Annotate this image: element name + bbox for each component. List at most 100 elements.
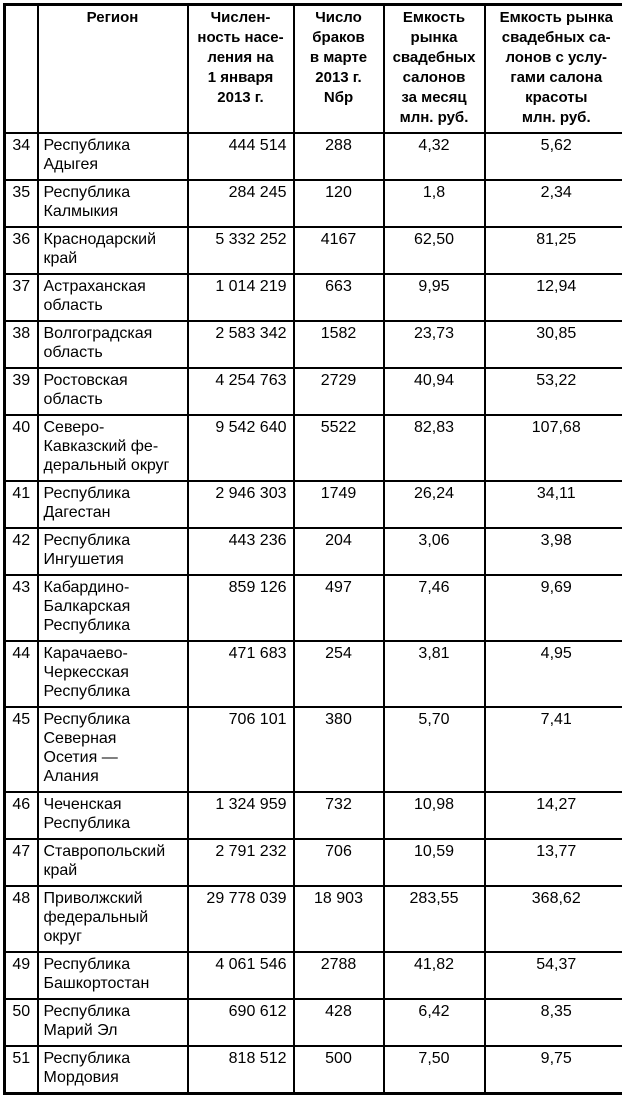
header-cell-region: Регион [38,5,188,134]
marriages-cell: 706 [294,839,384,886]
row-number-cell: 44 [5,641,38,707]
capacity-cell: 10,98 [384,792,485,839]
table-row: 37 Астраханская область 1 014 219 663 9,… [5,274,622,321]
capacity-beauty-cell: 9,75 [485,1046,622,1094]
population-cell: 4 061 546 [188,952,294,999]
population-cell: 9 542 640 [188,415,294,481]
region-cell: Республика Башкортостан [38,952,188,999]
capacity-cell: 26,24 [384,481,485,528]
header-cell-capacity-beauty: Емкость рынка свадебных са- лонов с услу… [485,5,622,134]
region-cell: Кабардино- Балкарская Республика [38,575,188,641]
marriages-cell: 500 [294,1046,384,1094]
marriages-cell: 2788 [294,952,384,999]
region-cell: Республика Ингушетия [38,528,188,575]
capacity-beauty-cell: 30,85 [485,321,622,368]
marriages-cell: 2729 [294,368,384,415]
capacity-cell: 10,59 [384,839,485,886]
capacity-beauty-cell: 4,95 [485,641,622,707]
capacity-cell: 41,82 [384,952,485,999]
region-cell: Астраханская область [38,274,188,321]
row-number-cell: 42 [5,528,38,575]
table-row: 39 Ростовская область 4 254 763 2729 40,… [5,368,622,415]
capacity-beauty-cell: 12,94 [485,274,622,321]
population-cell: 818 512 [188,1046,294,1094]
region-cell: Краснодарский край [38,227,188,274]
population-cell: 444 514 [188,133,294,180]
marriages-cell: 663 [294,274,384,321]
region-cell: Волгоградская область [38,321,188,368]
region-cell: Республика Марий Эл [38,999,188,1046]
population-cell: 443 236 [188,528,294,575]
row-number-cell: 46 [5,792,38,839]
regions-market-table: Регион Числен- ность насе- ления на 1 ян… [3,3,622,1095]
marriages-cell: 497 [294,575,384,641]
region-cell: Ставропольский край [38,839,188,886]
table-row: 43 Кабардино- Балкарская Республика 859 … [5,575,622,641]
marriages-cell: 5522 [294,415,384,481]
table-row: 38 Волгоградская область 2 583 342 1582 … [5,321,622,368]
capacity-beauty-cell: 2,34 [485,180,622,227]
capacity-beauty-cell: 13,77 [485,839,622,886]
capacity-cell: 283,55 [384,886,485,952]
row-number-cell: 43 [5,575,38,641]
row-number-cell: 45 [5,707,38,792]
population-cell: 706 101 [188,707,294,792]
table-row: 36 Краснодарский край 5 332 252 4167 62,… [5,227,622,274]
population-cell: 690 612 [188,999,294,1046]
region-cell: Республика Адыгея [38,133,188,180]
table-row: 47 Ставропольский край 2 791 232 706 10,… [5,839,622,886]
row-number-cell: 47 [5,839,38,886]
capacity-cell: 6,42 [384,999,485,1046]
region-cell: Республика Мордовия [38,1046,188,1094]
capacity-cell: 62,50 [384,227,485,274]
row-number-cell: 36 [5,227,38,274]
row-number-cell: 34 [5,133,38,180]
table-row: 45 Республика Северная Осетия — Алания 7… [5,707,622,792]
row-number-cell: 50 [5,999,38,1046]
marriages-cell: 204 [294,528,384,575]
row-number-cell: 37 [5,274,38,321]
capacity-cell: 5,70 [384,707,485,792]
population-cell: 2 946 303 [188,481,294,528]
capacity-beauty-cell: 9,69 [485,575,622,641]
marriages-cell: 380 [294,707,384,792]
table-row: 40 Северо- Кавказский фе- деральный окру… [5,415,622,481]
population-cell: 1 014 219 [188,274,294,321]
row-number-cell: 48 [5,886,38,952]
population-cell: 1 324 959 [188,792,294,839]
table-row: 42 Республика Ингушетия 443 236 204 3,06… [5,528,622,575]
capacity-cell: 23,73 [384,321,485,368]
table-row: 44 Карачаево- Черкесская Республика 471 … [5,641,622,707]
capacity-beauty-cell: 5,62 [485,133,622,180]
capacity-beauty-cell: 54,37 [485,952,622,999]
capacity-cell: 3,06 [384,528,485,575]
population-cell: 29 778 039 [188,886,294,952]
marriages-cell: 428 [294,999,384,1046]
marriages-cell: 18 903 [294,886,384,952]
region-cell: Ростовская область [38,368,188,415]
capacity-cell: 40,94 [384,368,485,415]
capacity-beauty-cell: 14,27 [485,792,622,839]
capacity-cell: 1,8 [384,180,485,227]
population-cell: 859 126 [188,575,294,641]
population-cell: 471 683 [188,641,294,707]
capacity-cell: 82,83 [384,415,485,481]
population-cell: 284 245 [188,180,294,227]
capacity-beauty-cell: 53,22 [485,368,622,415]
capacity-beauty-cell: 368,62 [485,886,622,952]
capacity-cell: 4,32 [384,133,485,180]
table-row: 50 Республика Марий Эл 690 612 428 6,42 … [5,999,622,1046]
row-number-cell: 35 [5,180,38,227]
capacity-beauty-cell: 7,41 [485,707,622,792]
row-number-cell: 51 [5,1046,38,1094]
population-cell: 2 791 232 [188,839,294,886]
table-row: 51 Республика Мордовия 818 512 500 7,50 … [5,1046,622,1094]
capacity-beauty-cell: 8,35 [485,999,622,1046]
row-number-cell: 39 [5,368,38,415]
table-row: 35 Республика Калмыкия 284 245 120 1,8 2… [5,180,622,227]
region-cell: Республика Дагестан [38,481,188,528]
row-number-cell: 38 [5,321,38,368]
capacity-beauty-cell: 34,11 [485,481,622,528]
capacity-cell: 7,46 [384,575,485,641]
